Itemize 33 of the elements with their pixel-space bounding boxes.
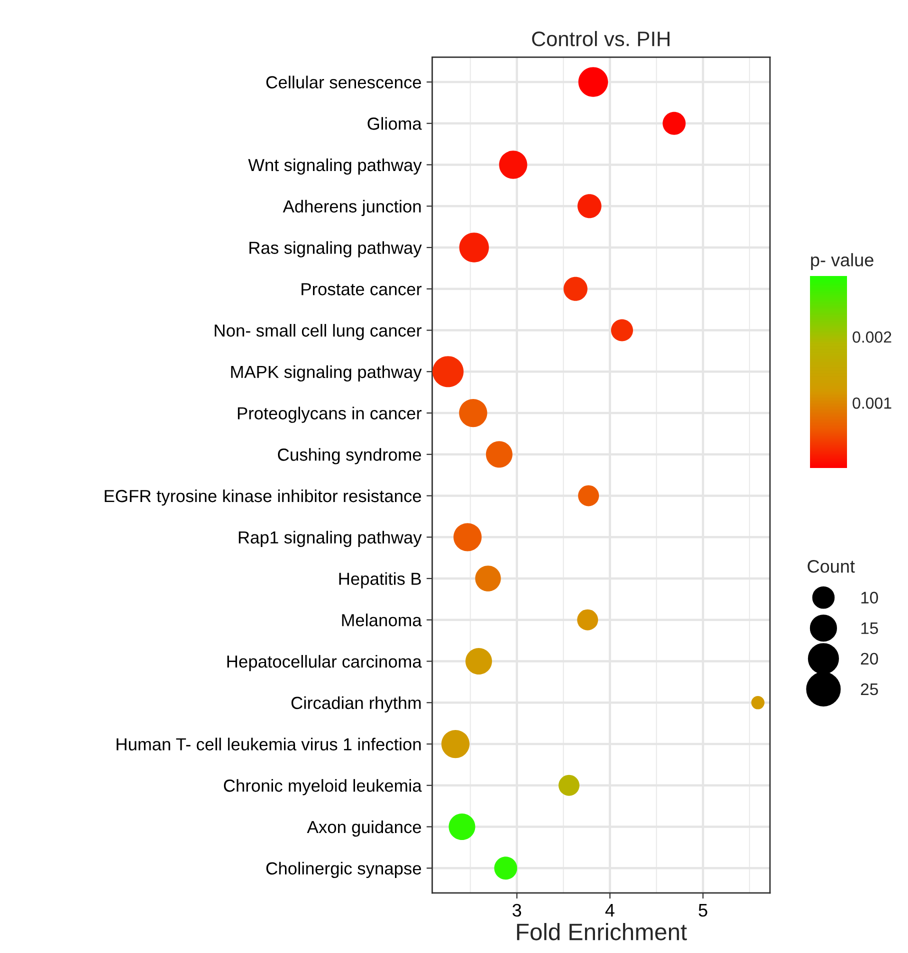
y-tick-label: Cushing syndrome [278, 448, 422, 464]
y-tick-label: Glioma [368, 117, 422, 130]
legend-label: 10 [861, 592, 878, 604]
y-tick-label: Axon guidance [306, 820, 422, 837]
color-bar-label: 0.001 [852, 397, 892, 409]
x-tick-label: 3 [512, 904, 522, 917]
chart-title: Control vs. PIH [532, 30, 670, 46]
legend-title: Count [808, 560, 855, 573]
color-bar-label: 0.002 [852, 331, 892, 343]
y-tick-label: Melanoma [342, 614, 422, 626]
y-tick-label: MAPK signaling pathway [231, 365, 422, 382]
y-tick-label: Proteoglycans in cancer [238, 406, 422, 423]
x-tick-label: 4 [605, 904, 614, 916]
y-tick-label: Non- small cell lung cancer [214, 324, 422, 340]
legend-label: 25 [860, 683, 878, 696]
y-tick-label: Cellular senescence [266, 76, 422, 88]
y-tick-label: Wnt signaling pathway [248, 158, 422, 175]
legend-label: 20 [860, 652, 878, 665]
y-tick-label: Adherens junction [282, 200, 421, 216]
y-tick-label: Hepatitis B [339, 572, 421, 588]
y-tick-label: Chronic myeloid leukemia [224, 779, 422, 796]
y-tick-label: Cholinergic synapse [266, 862, 422, 878]
y-tick-label: Human T- cell leukemia virus 1 infection [116, 738, 421, 750]
y-tick-label: EGFR tyrosine kinase inhibitor resistance [104, 489, 422, 506]
y-tick-label: Hepatocellular carcinoma [227, 654, 422, 672]
color-bar-title: p- value [811, 253, 874, 270]
legend-label: 15 [861, 622, 878, 634]
y-tick-label: Ras signaling pathway [250, 241, 422, 258]
x-axis-title: Fold Enrichment [517, 922, 687, 940]
y-tick-label: Rap1 signaling pathway [238, 530, 422, 548]
y-tick-label: Prostate cancer [302, 283, 422, 296]
x-tick-label: 5 [698, 904, 708, 917]
y-tick-label: Circadian rhythm [291, 696, 421, 713]
